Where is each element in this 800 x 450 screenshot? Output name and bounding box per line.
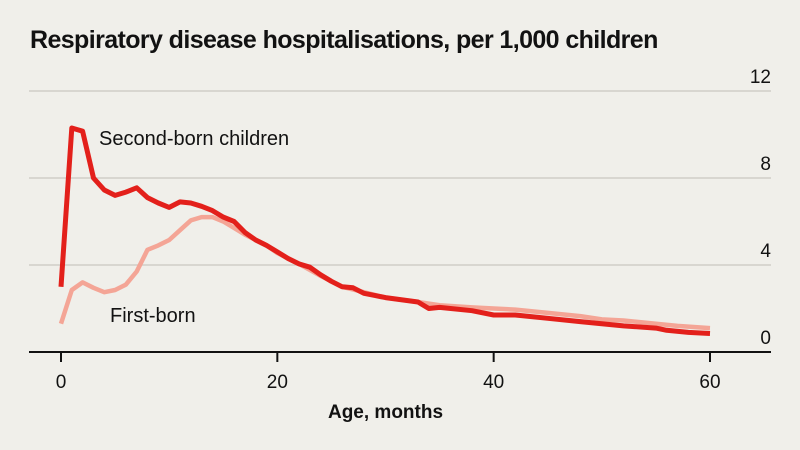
x-tick-label: 0: [56, 372, 67, 393]
series-label-second-born: Second-born children: [99, 128, 289, 150]
y-tick-label: 0: [760, 328, 771, 349]
series-label-first-born: First-born: [110, 305, 196, 327]
y-tick-label: 8: [760, 154, 771, 175]
x-axis-label: Age, months: [328, 402, 443, 423]
x-tick-label: 20: [267, 372, 288, 393]
x-tick-label: 40: [483, 372, 504, 393]
series-line-second-born: [58, 125, 711, 336]
y-tick-label: 4: [760, 241, 771, 262]
x-tick-label: 60: [699, 372, 720, 393]
chart-title: Respiratory disease hospitalisations, pe…: [30, 26, 658, 54]
y-tick-label: 12: [750, 67, 771, 88]
